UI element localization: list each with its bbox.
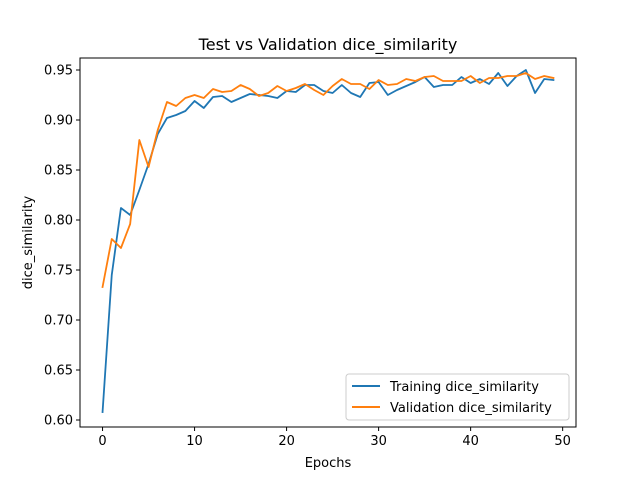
legend-label-training: Training dice_similarity bbox=[389, 380, 539, 395]
y-tick-label: 0.70 bbox=[44, 314, 73, 329]
y-tick-label: 0.60 bbox=[44, 414, 73, 429]
x-tick-label: 20 bbox=[278, 434, 295, 449]
legend: Training dice_similarity Validation dice… bbox=[345, 373, 570, 421]
plot-frame bbox=[79, 57, 577, 428]
y-tick-label: 0.80 bbox=[44, 214, 73, 229]
x-tick-label: 40 bbox=[462, 434, 479, 449]
x-tick-label: 50 bbox=[554, 434, 571, 449]
x-tick-label: 30 bbox=[370, 434, 387, 449]
legend-box bbox=[345, 373, 570, 421]
x-axis-label: Epochs bbox=[305, 456, 352, 471]
y-axis-label: dice_similarity bbox=[21, 195, 36, 289]
y-axis: 0.60 0.65 0.70 0.75 0.80 0.85 0.90 0.95 bbox=[44, 64, 80, 429]
series-layer bbox=[101, 69, 555, 413]
y-tick-label: 0.85 bbox=[44, 164, 73, 179]
y-tick-label: 0.75 bbox=[44, 264, 73, 279]
y-tick-label: 0.95 bbox=[44, 64, 73, 79]
y-tick-label: 0.65 bbox=[44, 364, 73, 379]
x-tick-label: 10 bbox=[186, 434, 203, 449]
x-axis: 0 10 20 30 40 50 bbox=[98, 427, 571, 449]
series-line-validation-dice-similarity bbox=[101, 72, 555, 289]
series-line-training-dice-similarity bbox=[101, 69, 555, 413]
x-tick-label: 0 bbox=[98, 434, 106, 449]
legend-label-validation: Validation dice_similarity bbox=[390, 401, 552, 416]
chart-title: Test vs Validation dice_similarity bbox=[198, 35, 458, 55]
y-tick-label: 0.90 bbox=[44, 114, 73, 129]
